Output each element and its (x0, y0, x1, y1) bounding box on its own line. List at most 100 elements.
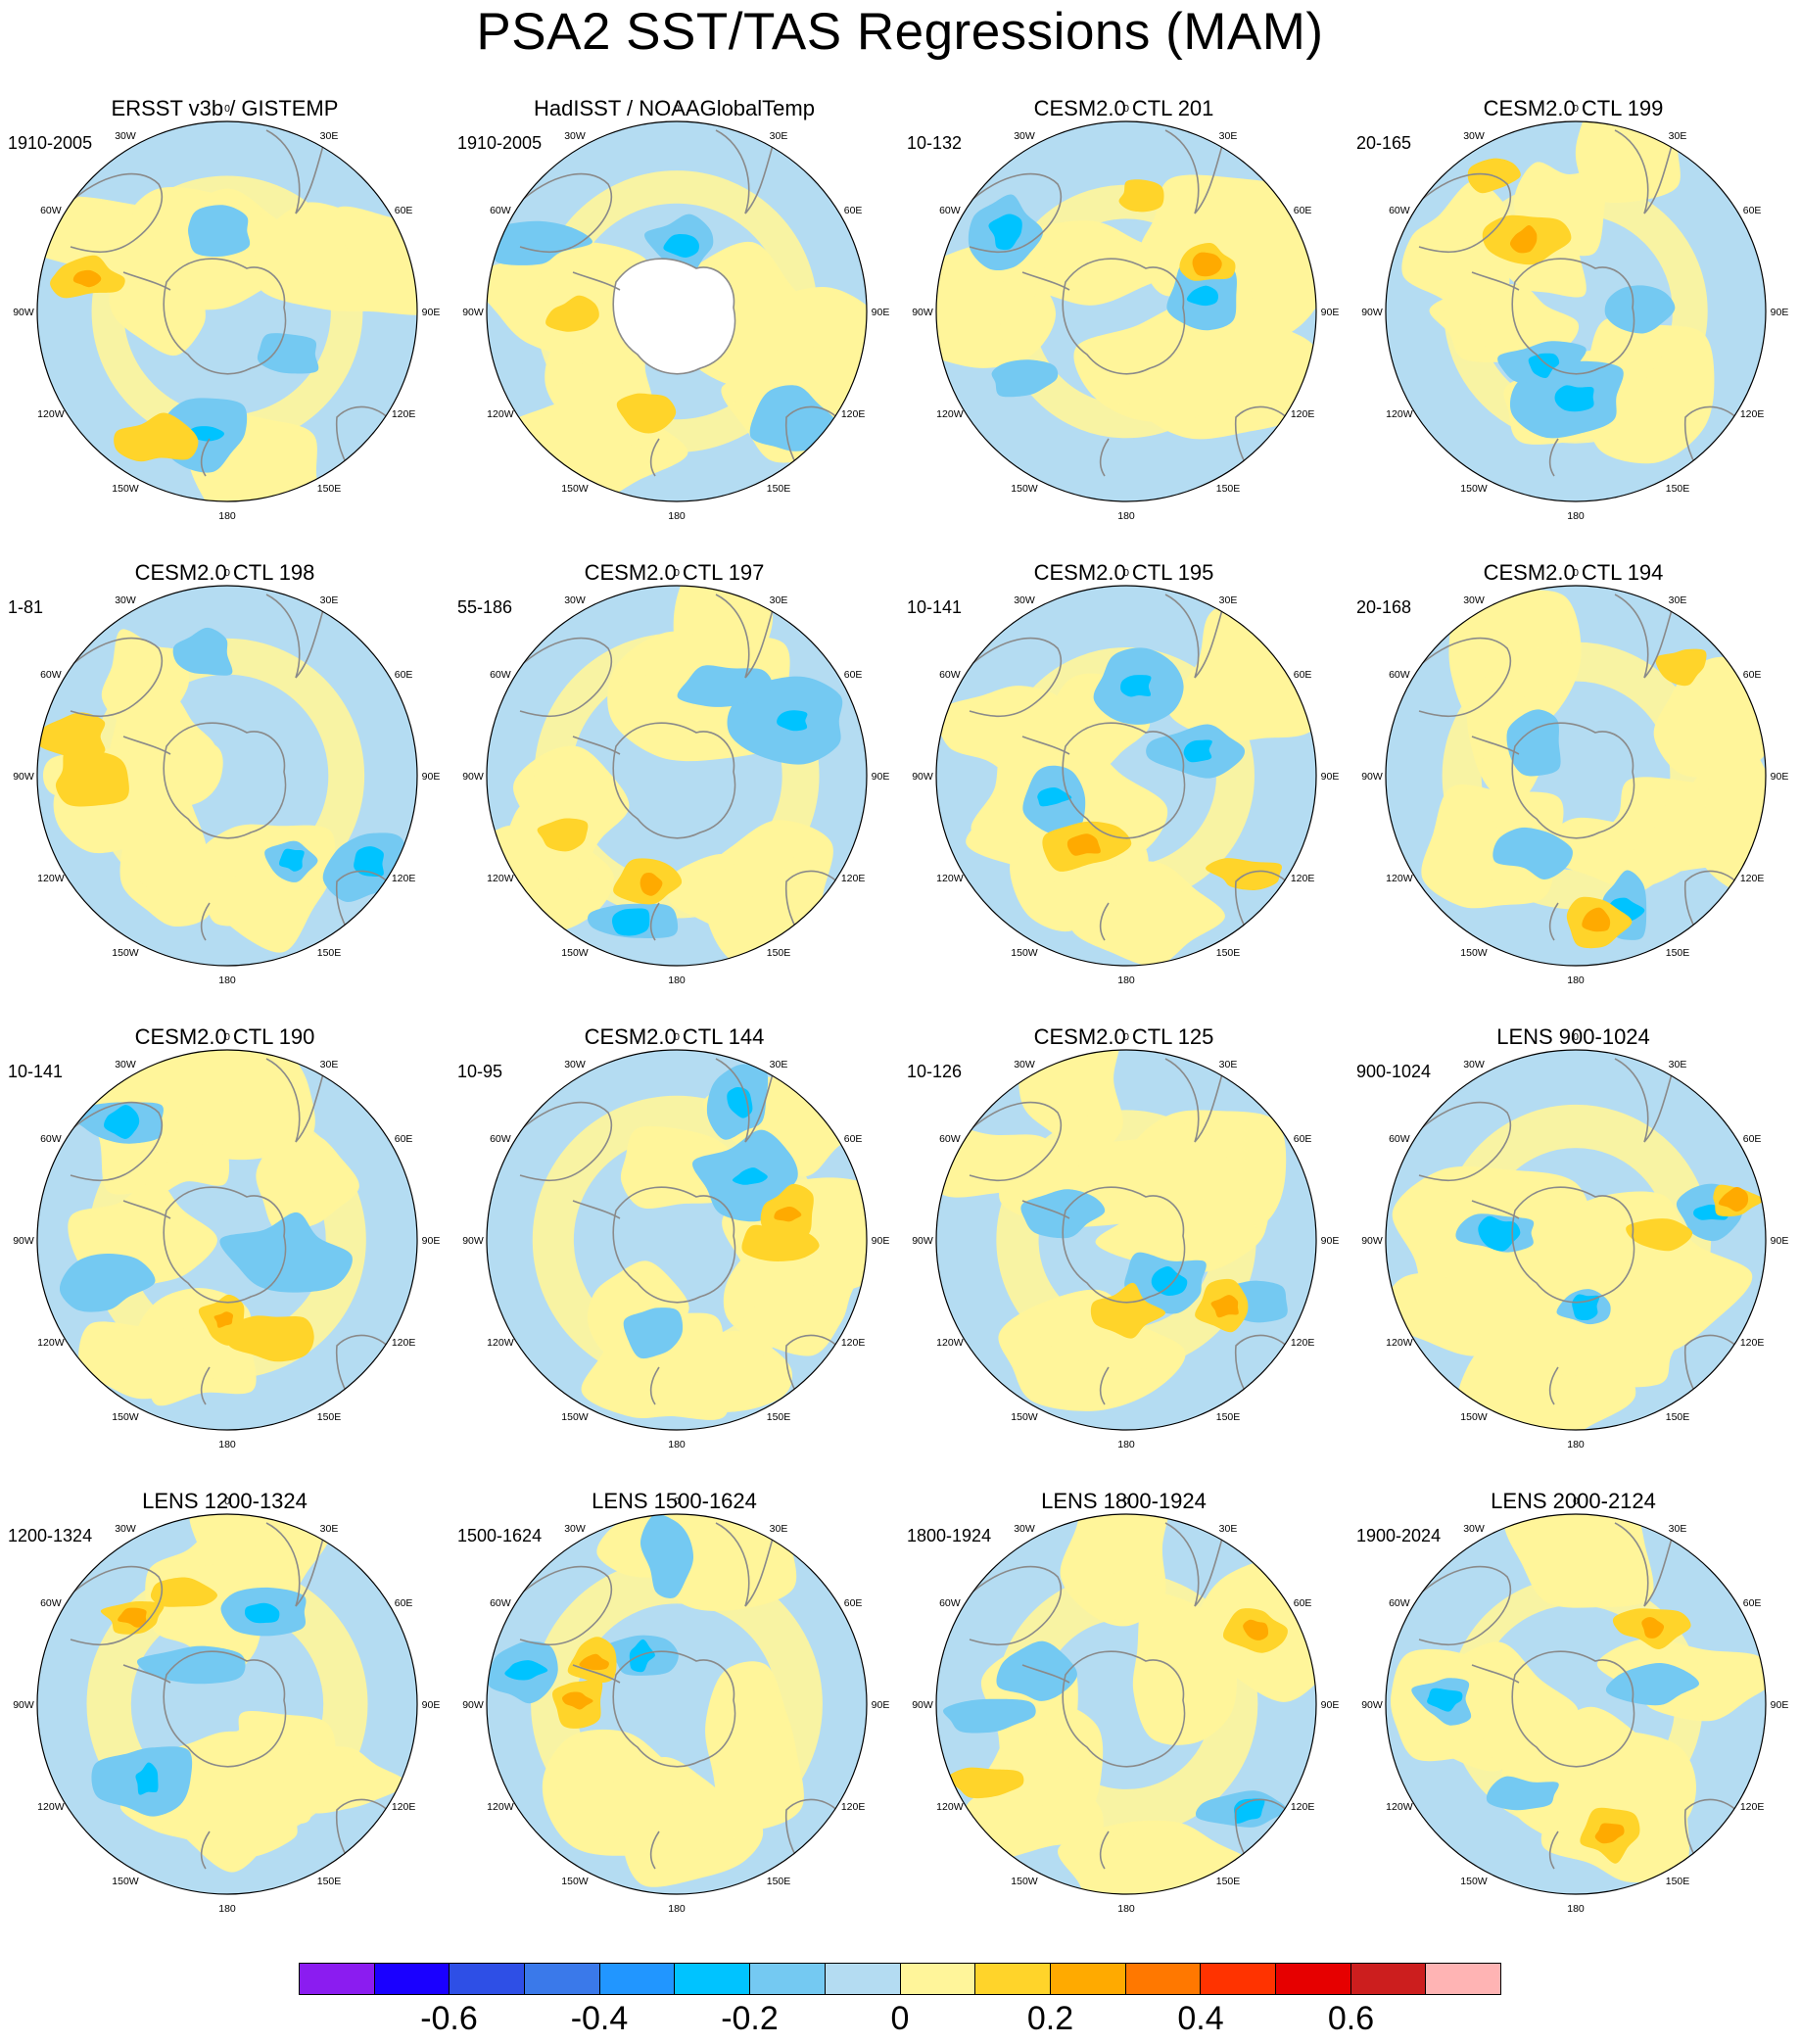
coastlines (68, 1522, 399, 1872)
antarctica-coastline (1511, 1650, 1635, 1768)
panel-year-range: 55-186 (457, 597, 513, 617)
strong-warm-anomaly-core (1718, 1187, 1749, 1212)
antarctica-coastline (612, 1186, 736, 1304)
longitude-label: 150W (112, 947, 139, 959)
longitude-label: 0 (1573, 567, 1579, 579)
polar-stereographic-map: 0 30E 60E 90E 120E 150E 180 150W 120W 90W 60W 30W (13, 103, 441, 522)
panel-year-range: 1900-2024 (1356, 1526, 1442, 1545)
longitude-label: 90E (422, 307, 441, 318)
longitude-label: 120W (1386, 1801, 1413, 1813)
map-panel: CESM2.0 CTL 199 0 30E 60E 90E 120E 150E 180 150W… (1349, 96, 1798, 561)
longitude-label: 90E (1321, 307, 1340, 318)
figure-title: PSA2 SST/TAS Regressions (MAM) (476, 3, 1324, 61)
longitude-label: 90W (462, 771, 484, 783)
antarctica-coastline (163, 1186, 287, 1304)
longitude-label: 90W (1361, 771, 1383, 783)
panel-year-range: 1910-2005 (457, 133, 543, 153)
strong-negative-anomaly-region (1186, 285, 1218, 307)
longitude-label: 150E (1666, 1876, 1690, 1887)
panel-year-range: 1500-1624 (457, 1526, 543, 1545)
longitude-label: 150E (1216, 483, 1241, 495)
longitude-label: 120W (1386, 873, 1413, 884)
strong-warm-anomaly-core (1210, 1295, 1239, 1318)
colorbar-tick-label: 0.2 (1026, 2000, 1074, 2037)
longitude-label: 30E (770, 1523, 788, 1535)
map-panel: CESM2.0 CTL 195 0 30E 60E 90E 120E 150E 180 150W… (899, 560, 1349, 1025)
map-boundary (36, 1513, 418, 1895)
longitude-label: 0 (674, 567, 680, 579)
negative-anomaly-region (991, 359, 1059, 398)
map-boundary (935, 1049, 1317, 1431)
longitude-label: 120E (1291, 1801, 1315, 1813)
longitude-label: 150W (1460, 1876, 1488, 1887)
longitude-label: 30W (564, 1059, 586, 1070)
longitude-label: 150E (317, 1876, 342, 1887)
antarctica-coastline (1511, 722, 1635, 839)
negative-anomaly-region (623, 1307, 684, 1359)
positive-anomaly-band (534, 633, 820, 919)
positive-anomaly-band (996, 1110, 1256, 1370)
longitude-label: 120W (936, 873, 964, 884)
longitude-label: 120W (936, 1337, 964, 1349)
panel-year-range: 1-81 (8, 597, 44, 617)
strong-negative-anomaly-region (1427, 1687, 1463, 1712)
longitude-label: 60W (490, 205, 511, 216)
longitude-label: 0 (1573, 1496, 1579, 1507)
longitude-label: 120E (1740, 408, 1765, 420)
map-panel: ERSST v3b / GISTEMP 0 30E 60E 90E 120E 150E 180… (0, 96, 450, 561)
longitude-label: 30W (1014, 594, 1035, 606)
panel-title: CESM2.0 CTL 190 (134, 1024, 315, 1049)
colorbar-swatches (299, 1963, 1501, 1995)
coastlines (1416, 129, 1747, 479)
longitude-label: 60W (40, 669, 62, 681)
strong-negative-anomaly-region (663, 233, 699, 259)
longitude-label: 120W (37, 408, 65, 420)
polar-stereographic-map: 0 30E 60E 90E 120E 150E 180 150W 120W 90W 60W 30W (1361, 1031, 1788, 1450)
negative-anomaly-region (996, 1640, 1077, 1701)
longitude-label: 0 (1573, 103, 1579, 115)
antarctica-coastline (612, 258, 736, 375)
map-panel: CESM2.0 CTL 125 0 30E 60E 90E 120E 150E 180 150W… (899, 1024, 1349, 1490)
longitude-label: 30E (770, 594, 788, 606)
panel-title: CESM2.0 CTL 201 (1033, 96, 1214, 120)
longitude-label: 150W (561, 947, 589, 959)
longitude-label: 150W (561, 1411, 589, 1423)
longitude-label: 0 (1123, 567, 1129, 579)
map-boundary (36, 585, 418, 967)
map-boundary (1385, 585, 1767, 967)
longitude-label: 90W (1361, 1699, 1383, 1711)
colorbar-tick-label: 0 (890, 2000, 910, 2037)
panel-title: CESM2.0 CTL 197 (584, 560, 765, 585)
longitude-label: 30E (320, 1523, 339, 1535)
colorbar-box (1050, 1964, 1126, 1994)
strong-negative-anomaly-region (354, 846, 384, 878)
map-boundary (486, 1513, 868, 1895)
longitude-label: 180 (218, 974, 236, 986)
colorbar-box (1426, 1964, 1500, 1994)
antarctica-coastline (1062, 1186, 1186, 1304)
longitude-label: 90E (872, 307, 890, 318)
longitude-label: 30W (564, 130, 586, 142)
longitude-label: 120E (1291, 873, 1315, 884)
longitude-label: 150E (1666, 1411, 1690, 1423)
map-panel: LENS 1800-1924 0 30E 60E 90E 120E 150E 180 150W 1… (899, 1489, 1349, 1954)
longitude-label: 30W (115, 1523, 136, 1535)
panel-title: LENS 1200-1324 (142, 1489, 308, 1513)
longitude-label: 180 (1567, 1903, 1585, 1915)
strong-warm-anomaly-core (562, 1691, 593, 1710)
antarctica-coastline (612, 1650, 736, 1768)
longitude-label: 120W (487, 1337, 514, 1349)
longitude-label: 60W (40, 205, 62, 216)
panel-title: LENS 1800-1924 (1041, 1489, 1207, 1513)
map-boundary (36, 120, 418, 502)
longitude-label: 180 (1117, 1439, 1135, 1450)
strong-warm-anomaly-core (72, 269, 102, 288)
longitude-label: 120E (841, 1801, 866, 1813)
longitude-label: 150E (317, 1411, 342, 1423)
map-boundary (1385, 1049, 1767, 1431)
strong-warm-anomaly-core (1582, 907, 1611, 932)
antarctica-coastline (1062, 258, 1186, 375)
strong-warm-anomaly-core (1594, 1823, 1625, 1844)
panel-title: LENS 900-1024 (1496, 1024, 1650, 1049)
longitude-label: 180 (218, 1903, 236, 1915)
